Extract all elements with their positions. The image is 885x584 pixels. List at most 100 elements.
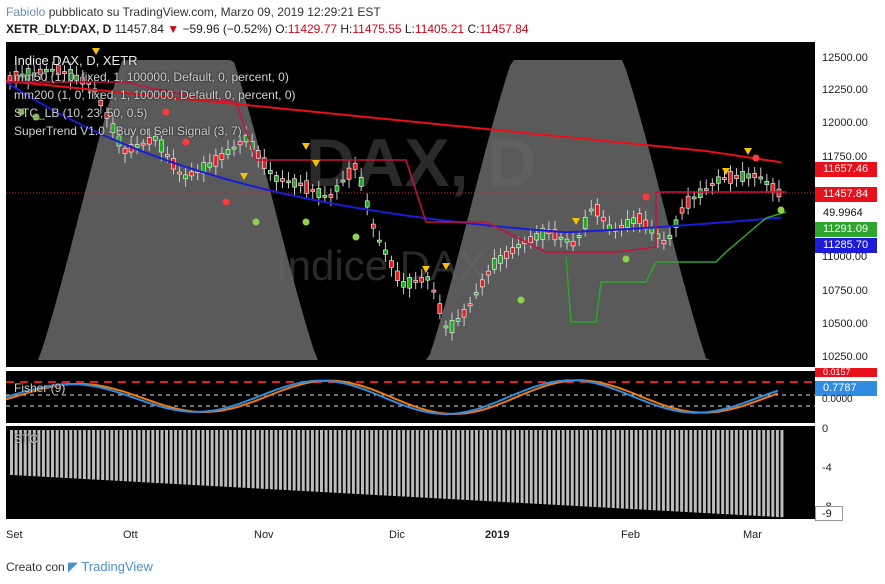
candle-body — [274, 175, 279, 182]
candle-body — [467, 303, 473, 307]
candle-body — [389, 260, 394, 268]
candle-body — [352, 162, 358, 170]
stc-bar — [433, 430, 437, 499]
candle-body — [728, 170, 733, 184]
stc-bar — [525, 430, 529, 504]
candle-body — [619, 225, 624, 229]
stc-bar — [607, 430, 611, 508]
sell-warning-marker — [744, 148, 752, 155]
sell-warning-marker — [302, 143, 310, 150]
stc-bar — [310, 430, 314, 492]
candle-body — [98, 99, 104, 107]
stc-pane[interactable]: STC — [6, 426, 815, 519]
fisher-trigger-line — [6, 379, 779, 416]
candle-body — [413, 280, 418, 283]
sell-warning-marker — [240, 173, 248, 180]
candle-body — [722, 177, 727, 180]
sell-warning-marker — [442, 263, 450, 270]
candle-body — [292, 178, 297, 188]
stc-bar — [743, 430, 747, 516]
fisher-canvas[interactable] — [6, 371, 815, 423]
sell-warning-marker — [92, 48, 100, 55]
stc-bar — [169, 430, 173, 484]
legend-mm200[interactable]: mm200 (1, 0, fixed, 1, 100000, Default, … — [14, 88, 296, 102]
stc-bar — [142, 430, 146, 483]
last-price: 11457.84 — [114, 22, 164, 36]
last-price-tag: 11457.84 — [815, 187, 877, 202]
candle-body — [734, 174, 739, 179]
stc-bar — [379, 430, 383, 496]
candle-body — [540, 227, 546, 240]
stc-bar — [356, 430, 360, 494]
stc-bar — [397, 430, 401, 497]
stc-value-tag: -9 — [815, 506, 843, 521]
legend-supertrend[interactable]: SuperTrend V1.0 - Buy or Sell Signal (3,… — [14, 124, 242, 138]
candle-body — [631, 217, 636, 224]
sell-dot-marker — [642, 193, 650, 201]
stc-bar — [301, 430, 305, 491]
candle-body — [516, 244, 521, 249]
stc-histogram-canvas[interactable] — [6, 426, 815, 519]
stc-bar — [260, 430, 264, 489]
stc-bar — [283, 430, 287, 490]
stc-bar — [570, 430, 574, 506]
buy-dot-marker — [517, 296, 525, 304]
stc-bar — [110, 430, 114, 481]
stc-bar — [215, 430, 219, 487]
stc-bar — [247, 430, 251, 488]
candle-body — [679, 207, 685, 214]
candle-body — [703, 188, 709, 191]
stc-bar — [639, 430, 643, 510]
sell-warning-marker — [572, 218, 580, 225]
stc-bar — [342, 430, 346, 494]
stc-bar — [588, 430, 592, 507]
stc-bar — [151, 430, 155, 483]
stc-bar — [55, 430, 59, 478]
stc-bar — [661, 430, 665, 511]
candle-body — [401, 281, 406, 288]
stc-bar — [256, 430, 260, 489]
candle-body — [419, 277, 425, 283]
stc-bar — [712, 430, 716, 514]
price-chart-pane[interactable]: DAX, D Indice DAX Indice DAX, D, XETR mm… — [6, 42, 815, 367]
legend-stc-pane[interactable]: STC — [14, 432, 38, 446]
candle-body — [44, 68, 49, 73]
candle-body — [479, 279, 485, 288]
legend-mm50[interactable]: mm50 (1, 0, fixed, 1, 100000, Default, 0… — [14, 70, 289, 84]
close-value: 11457.84 — [479, 22, 529, 36]
stc-bar — [123, 430, 127, 482]
candle-body — [37, 68, 43, 75]
sell-warning-marker — [422, 266, 430, 273]
candle-body — [473, 292, 479, 296]
legend-fisher[interactable]: Fisher (9) — [14, 381, 66, 395]
candle-body — [716, 176, 721, 184]
candle-body — [134, 144, 140, 148]
stc-bar — [762, 430, 766, 517]
price-tick: 12500.00 — [822, 52, 868, 64]
high-label: H: — [340, 22, 353, 36]
stc-bar — [552, 430, 556, 505]
fisher-pane[interactable]: Fisher (9) — [6, 371, 815, 423]
stc-bar — [584, 430, 588, 507]
time-tick: Dic — [389, 529, 405, 541]
stc-bar — [69, 430, 73, 479]
price-tick: 10500.00 — [822, 318, 868, 330]
tradingview-brand-link[interactable]: TradingView — [81, 559, 153, 574]
candle-body — [50, 68, 55, 72]
price-chart-canvas[interactable] — [6, 42, 815, 367]
stc-bar — [388, 430, 392, 496]
stc-bar — [771, 430, 775, 517]
candle-body — [31, 72, 37, 76]
legend-stc[interactable]: STC_LB (10, 23, 50, 0.5) — [14, 106, 148, 120]
candle-body — [56, 64, 61, 76]
stc-bar — [666, 430, 670, 511]
stc-bar — [488, 430, 492, 502]
stc-bar — [265, 430, 269, 489]
stc-bar — [611, 430, 615, 508]
stc-bar — [306, 430, 310, 492]
stc-bar — [224, 430, 228, 487]
candle-body — [437, 303, 443, 314]
stc-bar — [561, 430, 565, 506]
supertrend-resistance-line — [6, 81, 786, 253]
author-name[interactable]: Fabiolo — [6, 5, 46, 19]
